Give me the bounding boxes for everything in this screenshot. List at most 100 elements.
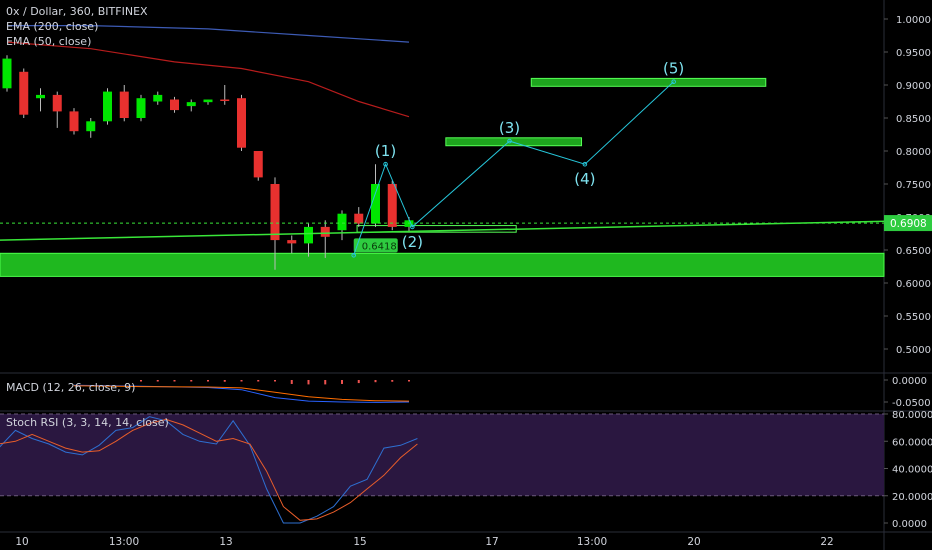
candle-body: [103, 91, 112, 122]
candle-body: [19, 71, 29, 115]
candle-body: [237, 98, 246, 148]
stoch-k-line: [0, 416, 418, 524]
candle-body: [354, 213, 364, 224]
time-tick-label: 13:00: [109, 536, 139, 548]
candle-body: [119, 91, 129, 118]
wave-point: [671, 79, 676, 84]
candle-body: [170, 99, 179, 111]
candle-body: [86, 121, 96, 132]
price-tick-label: 0.5500: [896, 312, 931, 323]
wave-label: (2): [402, 233, 423, 251]
candle-body: [2, 58, 12, 89]
wave-label: (3): [499, 119, 520, 137]
stoch-d-line: [0, 418, 418, 521]
stoch-band: [0, 414, 884, 496]
macd-hist-bar: [223, 380, 226, 382]
main-legend: 0x / Dollar, 360, BITFINEX EMA (200, clo…: [6, 4, 148, 49]
hidden-price-text: 0.6418: [362, 241, 397, 252]
ema50-legend: EMA (50, close): [6, 35, 92, 48]
macd-hist-bar: [324, 380, 327, 385]
wave-point: [351, 252, 357, 258]
price-tick-label: 0.6000: [896, 279, 931, 290]
macd-tick-label: 0.0000: [892, 376, 927, 387]
candle-body: [304, 226, 313, 244]
candle-body: [337, 213, 347, 231]
wave-point: [582, 161, 588, 167]
wave-label: (1): [375, 142, 396, 160]
price-tick-label: 0.5000: [896, 345, 931, 356]
macd-hist-bar: [374, 380, 377, 383]
ema200-legend: EMA (200, close): [6, 20, 99, 33]
trendline: [0, 220, 887, 241]
symbol-title: 0x / Dollar, 360, BITFINEX: [6, 5, 148, 18]
target-box-1: [445, 137, 583, 147]
macd-hist-bar: [257, 380, 260, 382]
macd-hist-bar: [290, 380, 293, 384]
price-tick-label: 0.7500: [896, 180, 931, 191]
support-zone: [0, 252, 885, 277]
price-tick-label: 0.8000: [896, 147, 931, 158]
stoch-tick-label: 40.0000: [892, 465, 932, 476]
candle-body: [220, 99, 230, 102]
candle-body: [36, 94, 45, 99]
candle-body: [371, 184, 380, 224]
candle-body: [52, 94, 62, 112]
candle-body: [320, 226, 330, 237]
macd-hist-bar: [240, 380, 243, 382]
stoch-tick-label: 80.0000: [892, 410, 932, 421]
wave-label: (4): [574, 170, 595, 188]
candle-body: [69, 111, 79, 132]
price-tick-label: 0.9500: [896, 48, 931, 59]
candle-body: [203, 99, 213, 103]
macd-tick-label: -0.0500: [892, 398, 931, 409]
time-tick-label: 13: [219, 536, 232, 548]
macd-hist-bar: [307, 380, 310, 385]
macd-hist-bar: [341, 380, 343, 384]
time-tick-label: 10: [15, 536, 28, 548]
macd-hist-bar: [391, 380, 394, 382]
hidden-price-tag: [353, 238, 398, 253]
time-tick-label: 20: [687, 536, 700, 548]
target-box-2: [530, 77, 767, 87]
time-tick-label: 15: [353, 536, 366, 548]
wave-label: (5): [663, 60, 684, 78]
candle-body: [253, 151, 263, 178]
time-tick-label: 13:00: [577, 536, 607, 548]
candle-body: [153, 94, 163, 102]
time-tick-label: 17: [485, 536, 498, 548]
candle-body: [387, 184, 397, 227]
wave-point: [507, 138, 512, 144]
stoch-tick-label: 20.0000: [892, 492, 932, 503]
candle-body: [186, 102, 196, 107]
last-price-tag: [884, 215, 932, 232]
price-tick-label: 0.8500: [896, 114, 931, 125]
candle-body: [287, 240, 297, 244]
macd-hist-bar: [357, 380, 360, 384]
stoch-title: Stoch RSI (3, 3, 14, 14, close): [6, 416, 169, 429]
candle-body: [270, 184, 280, 241]
wave-point: [410, 224, 415, 230]
price-tick-label: 0.9000: [896, 81, 931, 92]
macd-title: MACD (12, 26, close, 9): [6, 381, 136, 394]
macd-hist-bar: [156, 380, 159, 382]
stoch-tick-label: 0.0000: [892, 519, 927, 530]
macd-hist-bar: [190, 380, 193, 382]
macd-hist-bar: [274, 380, 276, 382]
macd-legend: MACD (12, 26, close, 9): [6, 380, 135, 395]
ema200-line: [7, 25, 410, 43]
macd-hist-bar: [173, 380, 176, 382]
wave-point: [383, 161, 388, 167]
stoch-tick-label: 60.0000: [892, 437, 932, 448]
candle-body: [404, 220, 414, 227]
time-tick-label: 22: [820, 536, 833, 548]
last-price-text: 0.6908: [890, 218, 927, 230]
macd-signal-line: [73, 385, 410, 402]
wave-path: [353, 81, 674, 256]
macd-hist-bar: [408, 380, 410, 382]
price-tick-label: 0.6500: [896, 246, 931, 257]
candle-body: [136, 98, 146, 118]
macd-hist-bar: [207, 380, 209, 382]
ema50-line: [6, 41, 410, 118]
